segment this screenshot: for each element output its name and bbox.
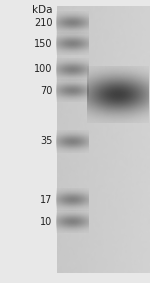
Text: 150: 150 xyxy=(34,39,52,49)
Text: 17: 17 xyxy=(40,194,52,205)
Text: 70: 70 xyxy=(40,86,52,96)
Text: 35: 35 xyxy=(40,136,52,147)
Text: 210: 210 xyxy=(34,18,52,28)
Text: kDa: kDa xyxy=(32,5,52,15)
Text: 10: 10 xyxy=(40,217,52,227)
Text: 100: 100 xyxy=(34,64,52,74)
